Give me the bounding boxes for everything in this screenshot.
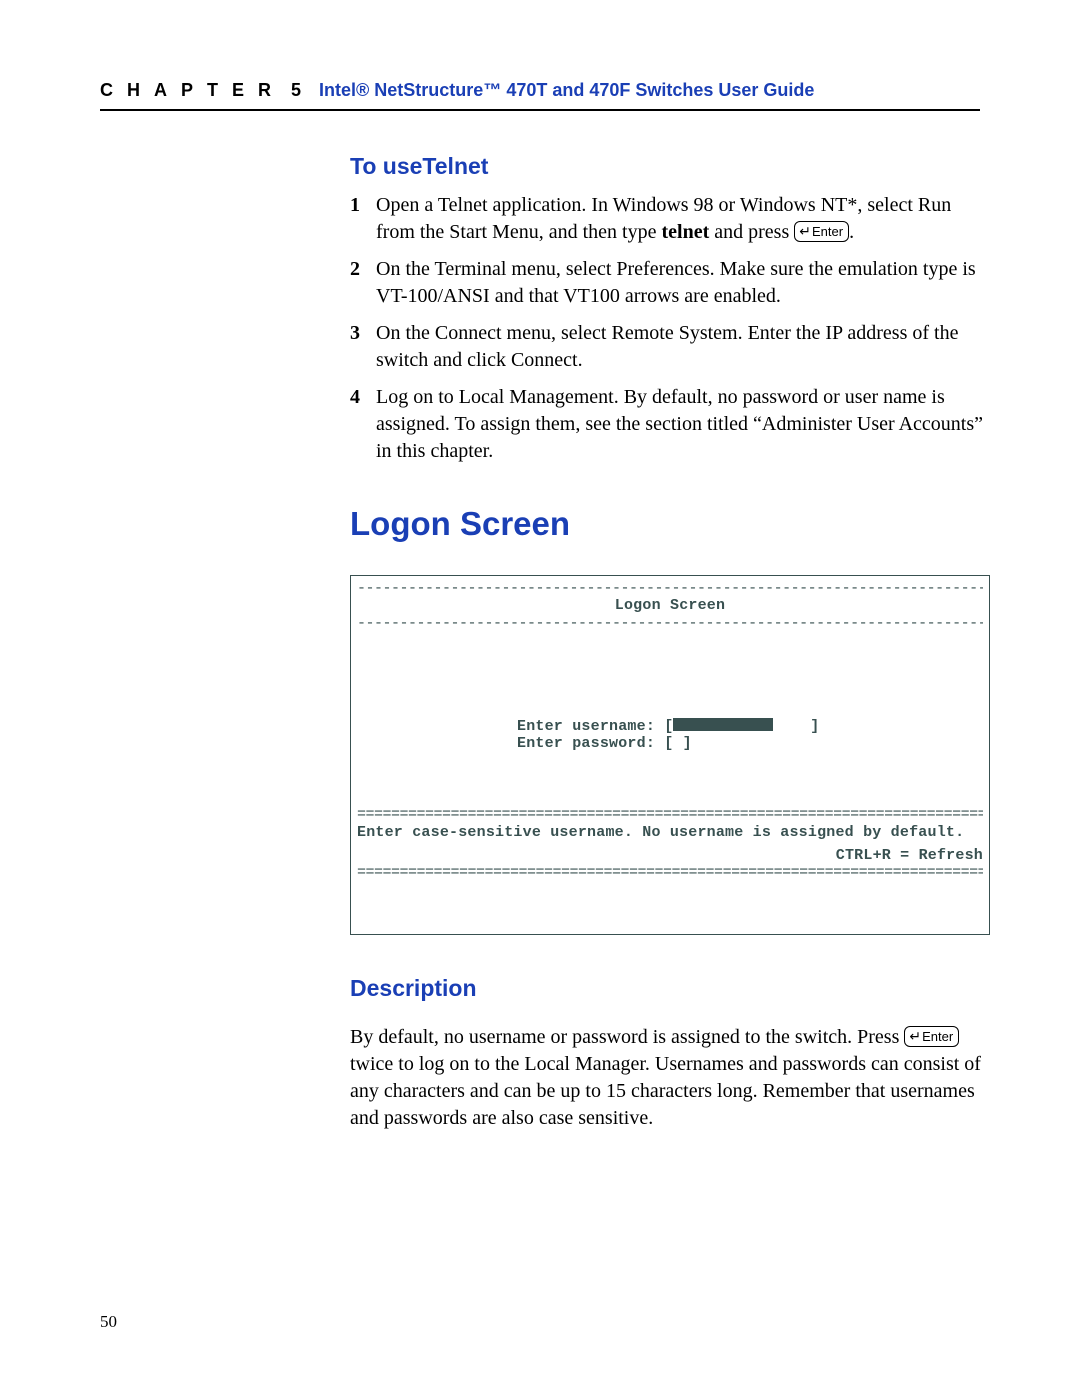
terminal-divider: ----------------------------------------…: [357, 615, 983, 632]
terminal-refresh-hint: CTRL+R = Refresh: [357, 847, 983, 864]
terminal-message: Enter case-sensitive username. No userna…: [357, 824, 983, 841]
section-heading-description: Description: [350, 975, 990, 1002]
section-heading-telnet: To useTelnet: [350, 153, 990, 180]
enter-key-icon: ↵Enter: [794, 221, 849, 242]
telnet-steps: 1 Open a Telnet application. In Windows …: [350, 192, 990, 465]
enter-key-label: Enter: [922, 1029, 953, 1044]
terminal-screenshot: ----------------------------------------…: [350, 575, 990, 935]
step-2: 2 On the Terminal menu, select Preferenc…: [350, 256, 990, 310]
bold-command: telnet: [662, 221, 710, 243]
enter-key-icon: ↵Enter: [904, 1026, 959, 1047]
page-header: CHAPTER 5 Intel® NetStructure™ 470T and …: [100, 80, 980, 111]
terminal-title: Logon Screen: [357, 597, 983, 614]
terminal-divider: ========================================…: [357, 864, 983, 881]
chapter-number: 5: [291, 80, 301, 101]
step-3: 3 On the Connect menu, select Remote Sys…: [350, 320, 990, 374]
main-content: To useTelnet 1 Open a Telnet application…: [350, 153, 990, 1132]
step-4: 4 Log on to Local Management. By default…: [350, 384, 990, 465]
document-page: CHAPTER 5 Intel® NetStructure™ 470T and …: [0, 0, 1080, 1388]
step-text: Open a Telnet application. In Windows 98…: [376, 192, 990, 246]
terminal-divider: ========================================…: [357, 806, 983, 823]
terminal-divider: ----------------------------------------…: [357, 580, 983, 597]
enter-key-label: Enter: [812, 224, 843, 239]
step-number: 2: [350, 256, 376, 310]
terminal-username-row: Enter username: [ ]: [357, 718, 983, 735]
desc-text-part: By default, no username or password is a…: [350, 1026, 904, 1048]
terminal-label: Enter username: [: [517, 718, 673, 735]
step-text: Log on to Local Management. By default, …: [376, 384, 990, 465]
return-arrow-icon: ↵: [799, 223, 811, 239]
chapter-label: CHAPTER: [100, 80, 285, 101]
return-arrow-icon: ↵: [909, 1028, 921, 1044]
step-text-part: .: [849, 221, 854, 243]
step-1: 1 Open a Telnet application. In Windows …: [350, 192, 990, 246]
step-number: 1: [350, 192, 376, 246]
description-text: By default, no username or password is a…: [350, 1024, 990, 1132]
terminal-spacer: [357, 632, 983, 718]
step-text: On the Connect menu, select Remote Syste…: [376, 320, 990, 374]
desc-text-part: twice to log on to the Local Manager. Us…: [350, 1053, 981, 1129]
terminal-spacer: [357, 752, 983, 806]
page-number: 50: [100, 1312, 117, 1332]
step-text-part: and press: [709, 221, 794, 243]
guide-title: Intel® NetStructure™ 470T and 470F Switc…: [319, 80, 814, 101]
step-number: 3: [350, 320, 376, 374]
section-heading-logon: Logon Screen: [350, 505, 990, 543]
terminal-password-row: Enter password: [ ]: [357, 735, 983, 752]
terminal-bracket: ]: [810, 718, 819, 735]
step-number: 4: [350, 384, 376, 465]
terminal-cursor-icon: [673, 718, 773, 731]
step-text: On the Terminal menu, select Preferences…: [376, 256, 990, 310]
